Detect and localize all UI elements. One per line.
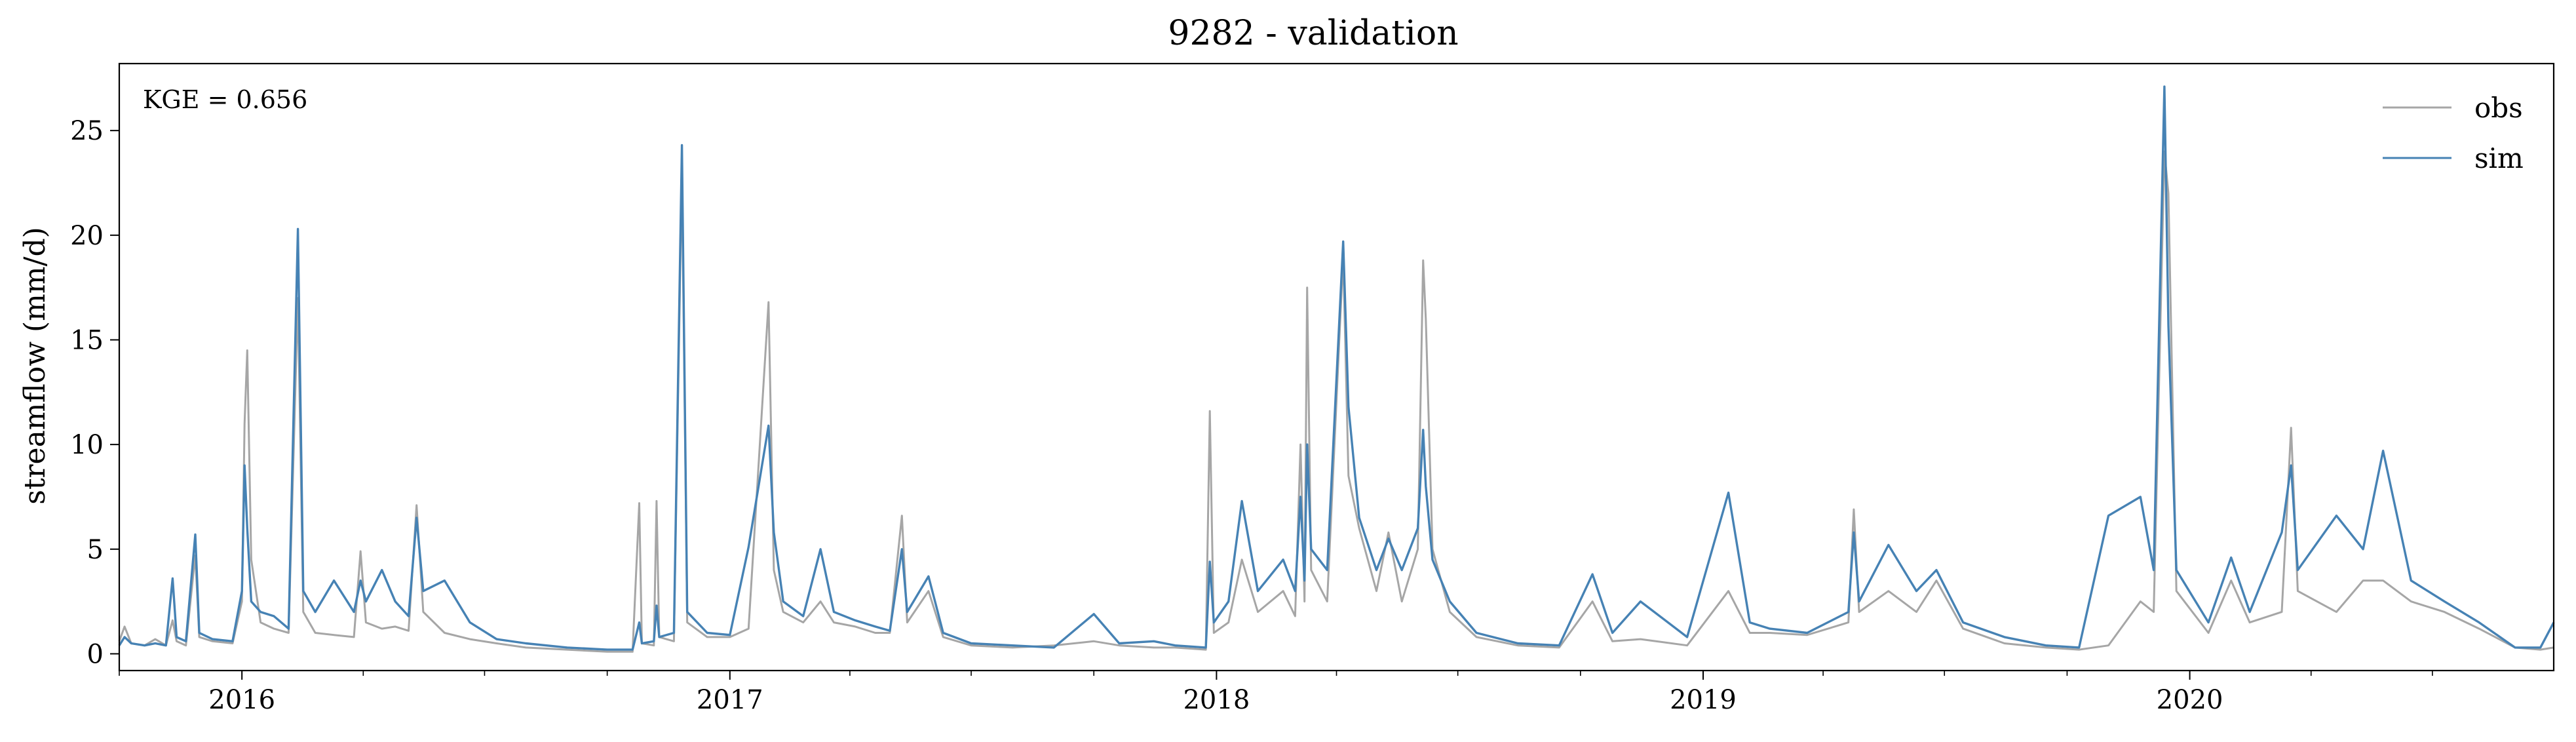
- legend-obs-label: obs: [2474, 92, 2523, 124]
- chart-title: 9282 - validation: [1168, 14, 1458, 53]
- x-tick-label: 2019: [1670, 685, 1737, 715]
- series-layer: [118, 85, 2555, 653]
- plot-frame: [118, 62, 2555, 672]
- x-tick-label: 2018: [1183, 685, 1250, 715]
- y-tick-label: 5: [87, 535, 104, 565]
- y-axis-label: streamflow (mm/d): [18, 227, 52, 505]
- legend: obs sim: [2383, 92, 2524, 174]
- y-tick-label: 10: [70, 430, 104, 460]
- y-tick-label: 25: [70, 116, 104, 146]
- y-tick-label: 20: [70, 221, 104, 251]
- x-tick-label: 2017: [697, 685, 763, 715]
- kge-annotation: KGE = 0.656: [143, 85, 307, 114]
- x-tick-label: 2020: [2157, 685, 2223, 715]
- series-line-sim: [118, 85, 2555, 651]
- y-tick-label: 0: [87, 639, 104, 669]
- x-axis-ticks: 2016 2017 2018 2019 2020: [119, 671, 2433, 715]
- series-line-obs: [118, 150, 2554, 653]
- legend-sim-label: sim: [2474, 142, 2524, 174]
- x-tick-label: 2016: [208, 685, 275, 715]
- y-axis-ticks: 0 5 10 15 20 25: [70, 116, 119, 669]
- y-tick-label: 15: [70, 325, 104, 355]
